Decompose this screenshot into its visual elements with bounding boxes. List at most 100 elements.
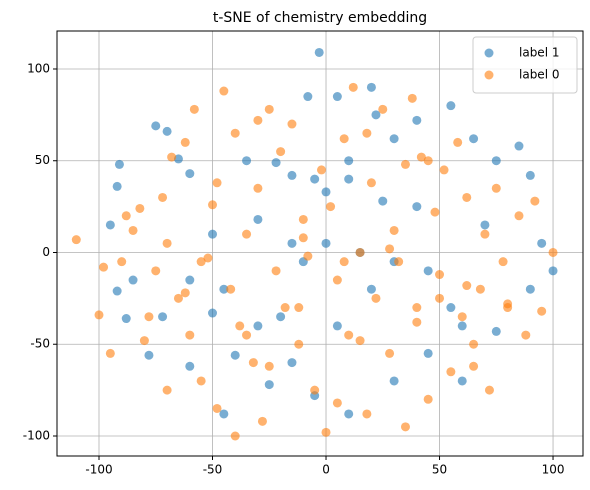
point xyxy=(389,225,399,235)
point xyxy=(344,174,354,184)
point xyxy=(287,119,297,129)
point xyxy=(446,101,456,111)
point xyxy=(332,275,342,285)
point xyxy=(151,121,161,131)
point xyxy=(462,192,472,202)
point xyxy=(99,262,109,272)
point xyxy=(378,104,388,114)
point xyxy=(462,281,472,291)
point xyxy=(355,247,365,257)
point xyxy=(355,336,365,346)
point xyxy=(385,348,395,358)
point xyxy=(230,350,240,360)
point xyxy=(185,330,195,340)
point xyxy=(530,196,540,206)
point xyxy=(294,303,304,313)
point xyxy=(212,178,222,188)
point xyxy=(185,169,195,179)
point xyxy=(280,303,290,313)
point xyxy=(416,152,426,162)
point xyxy=(135,203,145,213)
point xyxy=(366,178,376,188)
point xyxy=(344,330,354,340)
point xyxy=(469,339,479,349)
point xyxy=(128,275,138,285)
point xyxy=(480,220,490,230)
point xyxy=(400,159,410,169)
point xyxy=(446,367,456,377)
x-tick-label: 100 xyxy=(542,463,565,477)
point xyxy=(435,270,445,280)
point xyxy=(480,229,490,239)
y-tick-label: 0 xyxy=(42,245,50,259)
point xyxy=(371,293,381,303)
legend-marker xyxy=(484,48,494,58)
point xyxy=(412,115,422,125)
point xyxy=(173,154,183,164)
point xyxy=(310,174,320,184)
point xyxy=(514,141,524,151)
point xyxy=(208,200,218,210)
y-tick-label: 50 xyxy=(35,153,50,167)
point xyxy=(348,82,358,92)
point xyxy=(94,310,104,320)
point xyxy=(235,321,245,331)
point xyxy=(264,380,274,390)
point xyxy=(537,306,547,316)
point xyxy=(423,394,433,404)
point xyxy=(242,229,252,239)
point xyxy=(264,104,274,114)
point xyxy=(344,156,354,166)
point xyxy=(128,225,138,235)
point xyxy=(498,257,508,267)
plot-frame xyxy=(56,30,584,457)
point xyxy=(196,257,206,267)
point xyxy=(326,202,336,212)
legend-label: label 1 xyxy=(519,46,559,60)
point xyxy=(185,361,195,371)
point xyxy=(389,134,399,144)
point xyxy=(105,348,115,358)
point xyxy=(423,348,433,358)
point xyxy=(430,207,440,217)
x-tick-label: -100 xyxy=(85,463,112,477)
point xyxy=(362,128,372,138)
legend: label 1 label 0 xyxy=(472,36,578,94)
point xyxy=(332,92,342,102)
point xyxy=(378,196,388,206)
point xyxy=(253,183,263,193)
point xyxy=(144,312,154,322)
point xyxy=(112,286,122,296)
point xyxy=(287,358,297,368)
point xyxy=(105,220,115,230)
grid xyxy=(57,31,583,456)
point xyxy=(525,284,535,294)
point xyxy=(423,266,433,276)
point xyxy=(144,350,154,360)
point xyxy=(412,202,422,212)
point xyxy=(298,233,308,243)
point xyxy=(294,339,304,349)
legend-marker xyxy=(484,70,494,80)
point xyxy=(371,110,381,120)
point xyxy=(208,229,218,239)
point xyxy=(339,134,349,144)
point xyxy=(491,326,501,336)
point xyxy=(310,385,320,395)
point xyxy=(242,156,252,166)
point xyxy=(117,257,127,267)
point xyxy=(114,159,124,169)
point xyxy=(366,284,376,294)
point xyxy=(248,358,258,368)
point xyxy=(173,293,183,303)
point xyxy=(412,317,422,327)
point xyxy=(521,330,531,340)
point xyxy=(287,238,297,248)
point xyxy=(226,284,236,294)
point xyxy=(139,336,149,346)
point xyxy=(242,330,252,340)
point xyxy=(196,376,206,386)
point xyxy=(71,235,81,245)
chart-title: t-SNE of chemistry embedding xyxy=(213,10,427,26)
point xyxy=(276,312,286,322)
